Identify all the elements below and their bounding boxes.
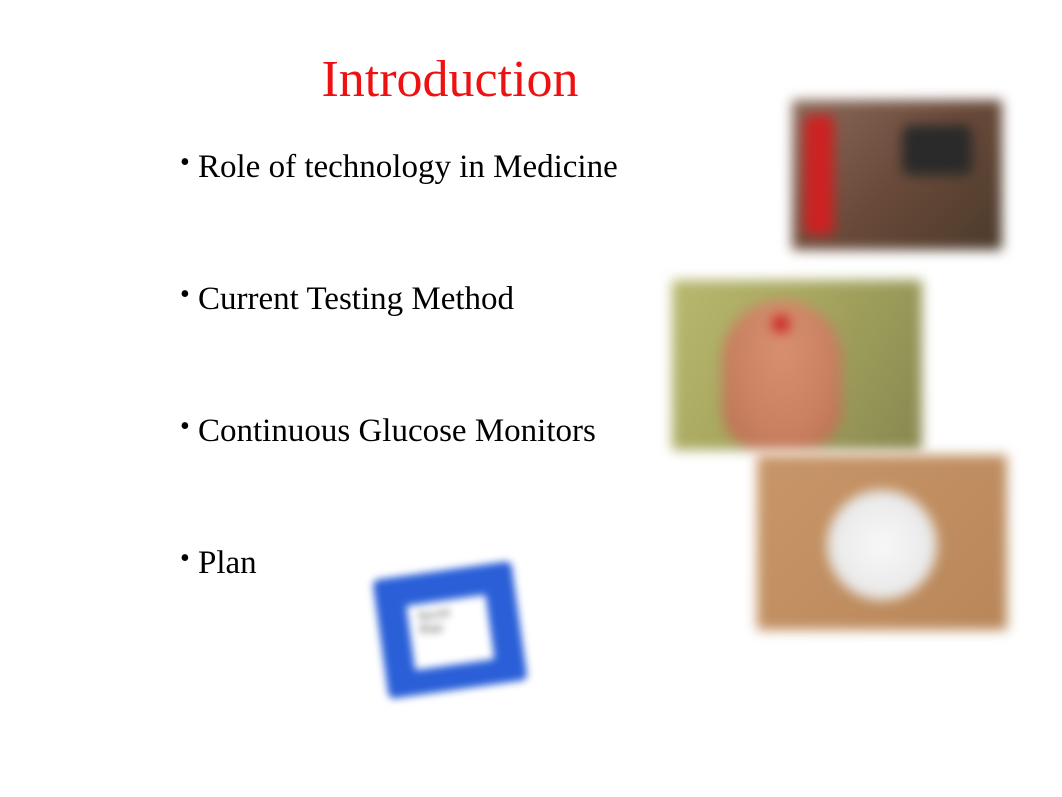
plan-label-line2: Plan [419,619,444,637]
image-finger-prick [672,280,922,450]
plan-icon-label: Secret Plan [417,605,453,638]
slide-title: Introduction [200,50,700,109]
plan-icon: Secret Plan [360,545,539,716]
slide-container: Introduction Role of technology in Medic… [0,0,1062,797]
image-blood-test [792,100,1002,250]
image-glucose-sensor [757,455,1007,630]
